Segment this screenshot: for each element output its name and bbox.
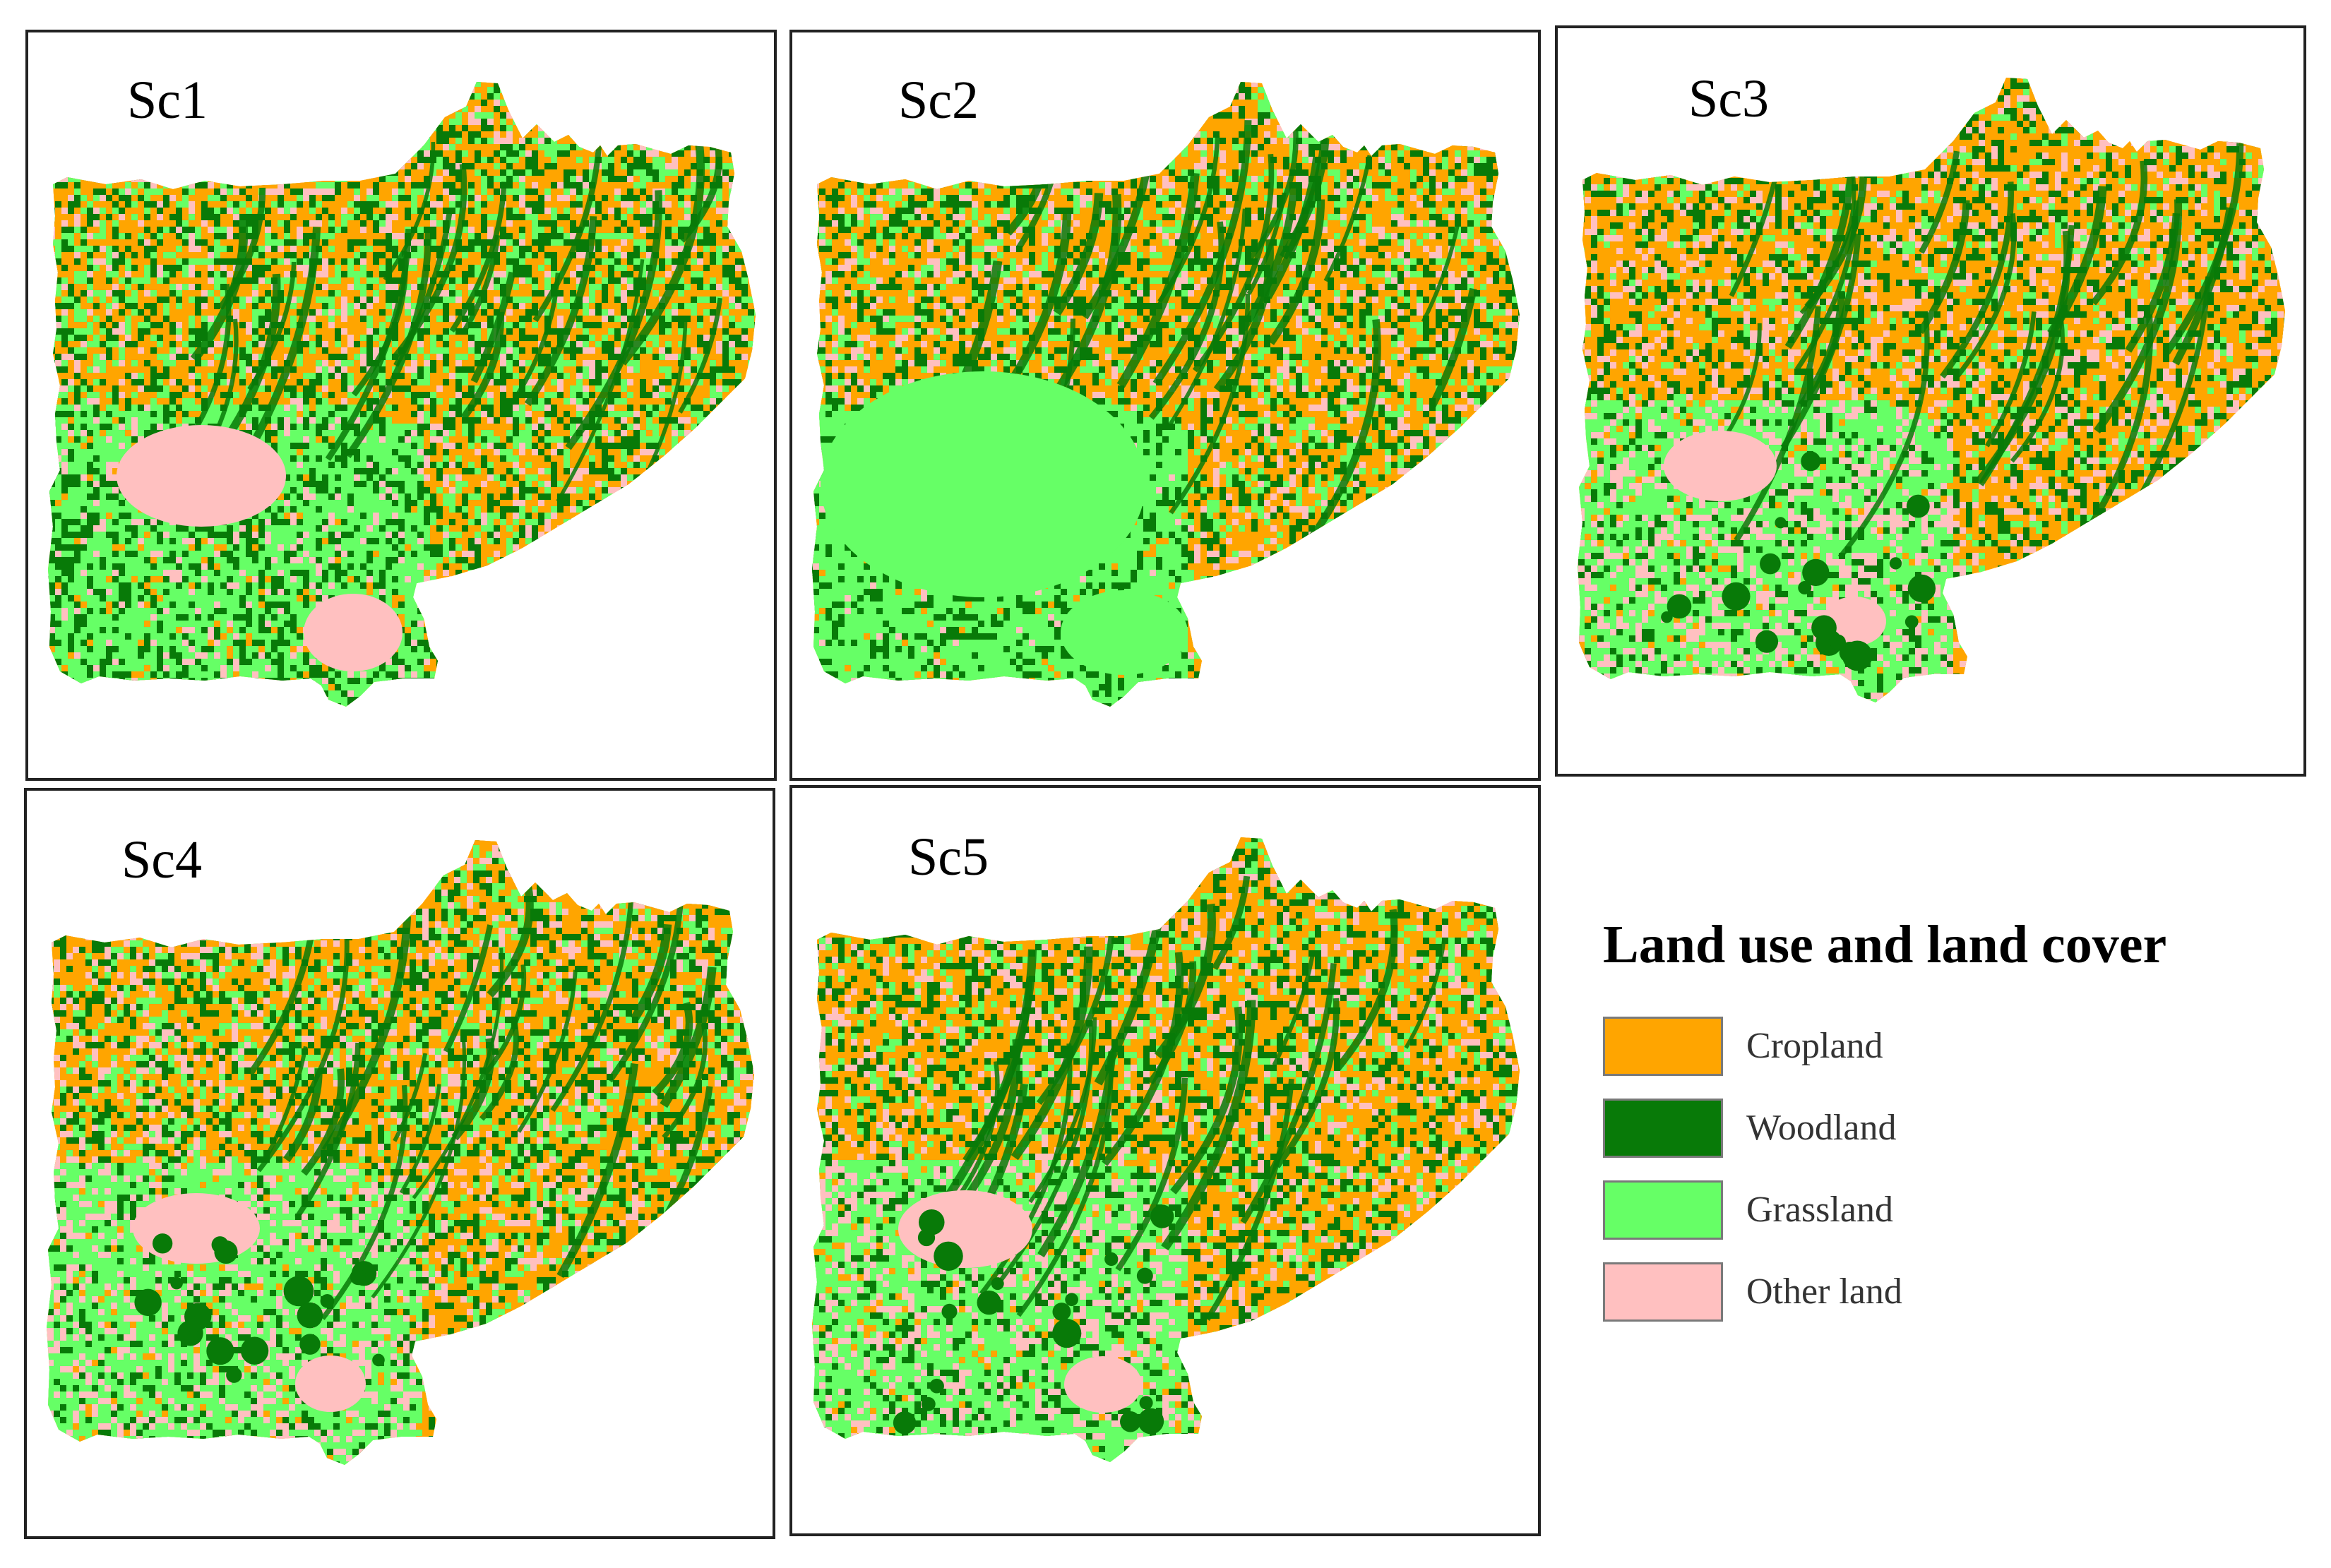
map-panel-sc3: Sc3 (1555, 25, 2306, 777)
land-cover-map-sc5 (812, 837, 1520, 1462)
panel-label-sc1: Sc1 (127, 73, 208, 127)
legend-item-grassland: Grassland (1603, 1180, 2238, 1243)
land-cover-mosaic (1578, 78, 2285, 702)
legend-swatch-other-land (1603, 1262, 1723, 1322)
legend-item-other-land: Other land (1603, 1262, 2238, 1324)
land-cover-map-sc2 (812, 82, 1520, 707)
legend-title: Land use and land cover (1603, 918, 2166, 971)
legend: Land use and land cover Cropland Woodlan… (1603, 918, 2309, 1355)
legend-swatch-cropland (1603, 1017, 1723, 1076)
legend-label-cropland: Cropland (1746, 1028, 1883, 1065)
legend-item-woodland: Woodland (1603, 1099, 2238, 1161)
land-cover-map-sc3 (1578, 78, 2285, 702)
legend-swatch-woodland (1603, 1099, 1723, 1158)
panel-label-sc3: Sc3 (1688, 72, 1769, 126)
map-panel-sc2: Sc2 (789, 30, 1541, 781)
legend-item-cropland: Cropland (1603, 1017, 2238, 1079)
land-cover-mosaic (47, 840, 754, 1465)
land-cover-mosaic (812, 837, 1520, 1462)
legend-label-grassland: Grassland (1746, 1192, 1893, 1228)
land-cover-mosaic (812, 82, 1520, 707)
panel-label-sc5: Sc5 (908, 830, 989, 884)
legend-swatch-grassland (1603, 1180, 1723, 1240)
land-cover-mosaic (48, 82, 756, 707)
panel-label-sc2: Sc2 (898, 73, 979, 127)
land-cover-map-sc4 (47, 840, 754, 1465)
map-panel-sc5: Sc5 (789, 785, 1541, 1536)
land-cover-map-sc1 (48, 82, 756, 707)
legend-label-other-land: Other land (1746, 1274, 1902, 1310)
panel-label-sc4: Sc4 (121, 833, 202, 887)
legend-label-woodland: Woodland (1746, 1110, 1896, 1147)
map-panel-sc1: Sc1 (25, 30, 777, 781)
map-panel-sc4: Sc4 (24, 788, 775, 1539)
